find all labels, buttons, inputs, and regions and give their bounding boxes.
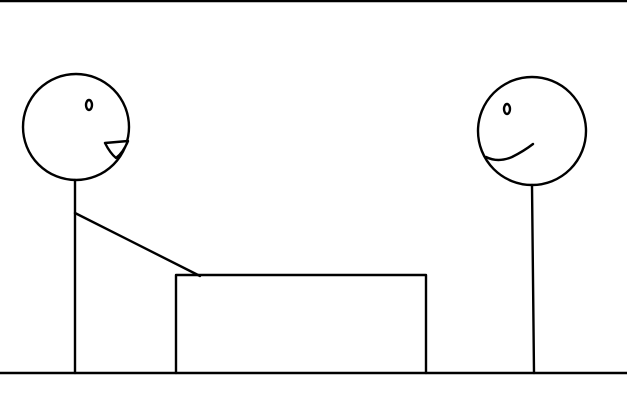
right-stick-figure xyxy=(476,75,588,375)
right-figure-body xyxy=(530,183,536,375)
right-figure-head xyxy=(476,75,588,187)
right-figure-mouth xyxy=(484,142,535,162)
right-figure-eye xyxy=(502,102,512,116)
left-stick-figure xyxy=(21,72,202,375)
left-figure-mouth xyxy=(103,139,130,160)
left-figure-head xyxy=(21,72,131,182)
left-figure-arm xyxy=(73,211,202,278)
box xyxy=(174,273,428,375)
left-figure-eye xyxy=(84,98,94,112)
